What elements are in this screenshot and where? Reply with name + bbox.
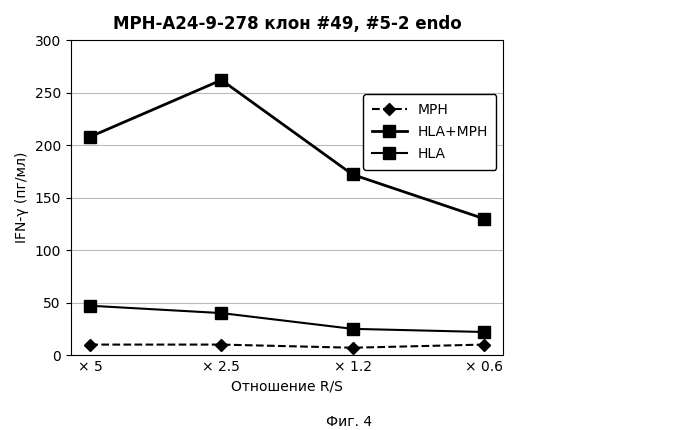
Legend: MPH, HLA+MPH, HLA: MPH, HLA+MPH, HLA: [363, 94, 496, 169]
Y-axis label: IFN-γ (пг/мл): IFN-γ (пг/мл): [15, 152, 29, 243]
X-axis label: Отношение R/S: Отношение R/S: [231, 380, 343, 393]
Title: МРН-А24-9-278 клон #49, #5-2 endo: МРН-А24-9-278 клон #49, #5-2 endo: [113, 15, 461, 33]
Text: Фиг. 4: Фиг. 4: [326, 415, 373, 429]
